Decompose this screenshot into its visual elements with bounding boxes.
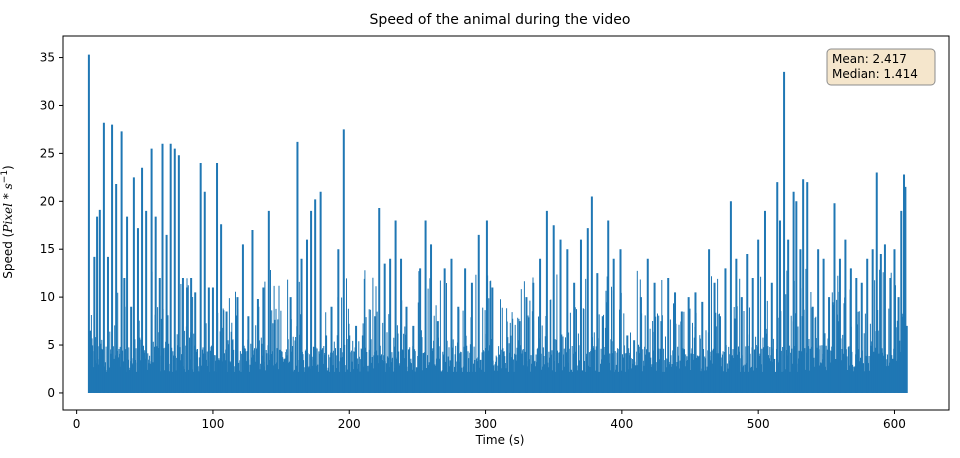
stats-box-background (826, 48, 936, 86)
x-tick-label: 300 (474, 417, 497, 431)
y-tick-label: 30 (40, 98, 55, 112)
y-tick-label: 0 (47, 386, 55, 400)
x-axis-title: Time (s) (475, 433, 525, 447)
stats-box: Mean: 2.417 Median: 1.414 (826, 48, 936, 86)
x-tick-label: 0 (73, 417, 81, 431)
stats-median: Median: 1.414 (832, 67, 918, 81)
x-tick-label: 200 (338, 417, 361, 431)
y-tick-label: 5 (47, 338, 55, 352)
x-axis: 0 100 200 300 400 500 600 (73, 410, 906, 431)
x-tick-label: 400 (610, 417, 633, 431)
y-tick-label: 15 (40, 242, 55, 256)
y-tick-label: 20 (40, 194, 55, 208)
y-tick-label: 35 (40, 51, 55, 65)
y-axis-title: Speed (Pixel * s−1) (0, 165, 15, 279)
plot-frame (62, 35, 950, 411)
chart-title: Speed of the animal during the video (370, 12, 631, 28)
y-axis-title-unit: Pixel * s (1, 183, 15, 233)
y-tick-label: 25 (40, 146, 55, 160)
y-axis-title-exponent: −1 (0, 170, 10, 183)
x-tick-label: 100 (201, 417, 224, 431)
y-axis-title-suffix: ) (1, 165, 15, 170)
x-tick-label: 500 (747, 417, 770, 431)
y-axis-title-prefix: Speed ( (1, 233, 15, 279)
x-tick-label: 600 (883, 417, 906, 431)
y-axis: 0 5 10 15 20 25 30 35 (40, 51, 63, 400)
plot-area (87, 54, 908, 393)
y-tick-label: 10 (40, 290, 55, 304)
stats-mean: Mean: 2.417 (832, 52, 907, 66)
